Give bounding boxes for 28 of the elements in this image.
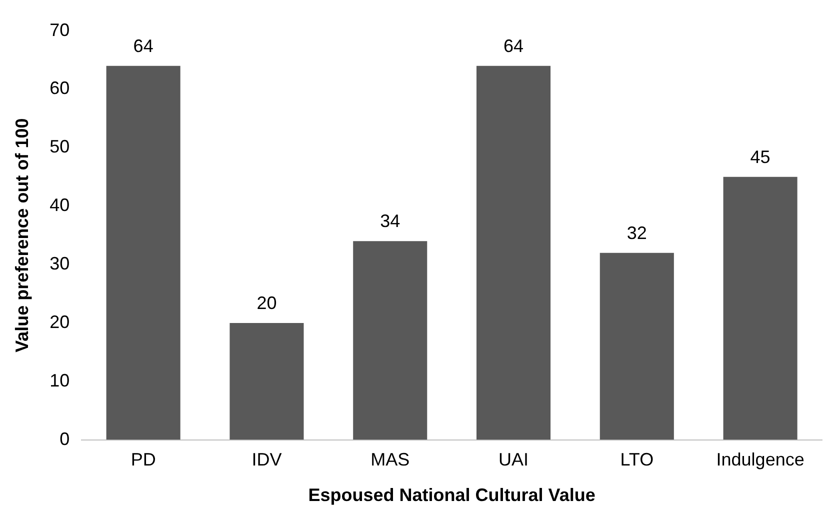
data-label: 45 <box>750 146 770 167</box>
x-tick-label: IDV <box>252 450 282 470</box>
data-label: 64 <box>503 36 524 56</box>
bar <box>230 322 304 440</box>
bar <box>476 66 551 440</box>
data-label: 64 <box>133 36 154 56</box>
x-tick-label: Indulgence <box>716 450 804 470</box>
bar <box>106 66 180 440</box>
bar <box>723 176 798 440</box>
data-label: 20 <box>256 292 277 313</box>
y-tick-label: 50 <box>50 136 70 157</box>
y-tick-label: 60 <box>50 78 70 98</box>
y-tick-label: 70 <box>50 20 70 40</box>
x-axis-title: Espoused National Cultural Value <box>308 485 596 506</box>
y-axis-title: Value preference out of 100 <box>12 118 32 352</box>
data-label: 34 <box>380 211 400 232</box>
data-label: 32 <box>626 222 647 243</box>
bar <box>353 241 428 440</box>
y-tick-label: 30 <box>50 253 70 274</box>
y-tick-label: 0 <box>60 428 70 449</box>
x-tick-label: PD <box>130 450 156 470</box>
x-tick-label: UAI <box>498 450 529 470</box>
bar <box>600 252 674 440</box>
x-tick-label: MAS <box>370 450 410 470</box>
y-tick-label: 20 <box>50 312 70 332</box>
y-tick-label: 10 <box>50 370 70 390</box>
y-tick-label: 40 <box>50 195 70 216</box>
x-tick-label: LTO <box>620 450 654 470</box>
